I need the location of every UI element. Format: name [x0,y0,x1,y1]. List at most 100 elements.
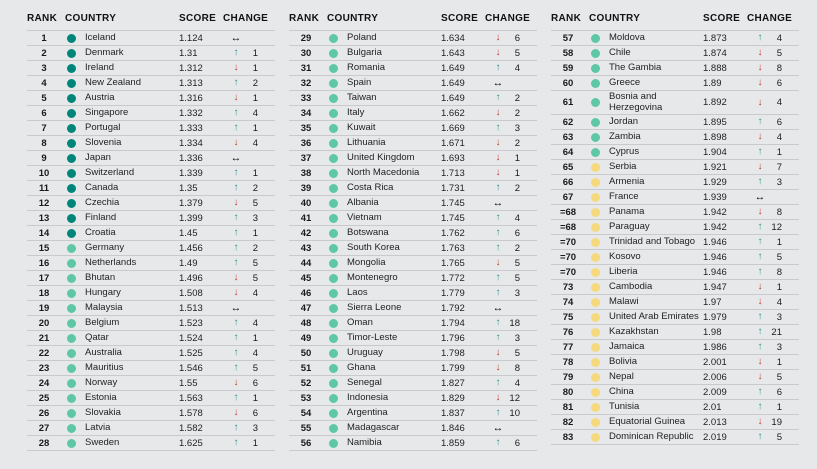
country-dot [323,93,343,103]
table-row: 32 Spain 1.649 ↔ [289,76,537,91]
rank-cell: 74 [562,296,574,308]
change-up-arrow-icon: ↑ [757,401,763,412]
score-cell: 1.669 [441,122,465,134]
rank-cell: 48 [300,317,312,329]
change-down-arrow-icon: ↓ [495,32,501,43]
change-cell: ↑ 3 [485,288,537,299]
country-name: Armenia [609,175,645,187]
change-cell: ↑ 1 [223,438,275,449]
score-cell: 1.779 [441,287,465,299]
table-row: 11 Canada 1.35 ↑ 2 [27,181,275,196]
table-row: 25 Estonia 1.563 ↑ 1 [27,391,275,406]
peace-tier-dot-icon [328,78,338,88]
change-cell: ↓ 4 [747,297,799,308]
country-name: Indonesia [347,391,389,403]
change-value: 5 [514,272,520,284]
peace-tier-dot-icon [328,48,338,58]
change-cell: ↓ 5 [223,198,275,209]
country-header: COUNTRY [65,13,117,24]
change-up-arrow-icon: ↑ [495,92,501,103]
score-cell: 1.55 [179,377,198,389]
change-cell: ↑ 4 [223,348,275,359]
rank-cell: 2 [41,47,47,59]
country-dot [323,258,343,268]
rank-cell: 36 [300,137,312,149]
score-header: SCORE [179,13,217,24]
country-name: Lithuania [347,136,386,148]
change-up-arrow-icon: ↑ [495,287,501,298]
country-name: Belgium [85,316,120,328]
country-name: Vietnam [347,211,382,223]
rank-cell: 14 [38,227,50,239]
score-cell: 1.336 [179,152,203,164]
score-cell: 1.332 [179,107,203,119]
score-cell: 1.796 [441,332,465,344]
country-name: Bulgaria [347,46,382,58]
change-value: 1 [776,281,782,293]
table-row: 62 Jordan 1.895 ↑ 6 [551,115,799,130]
rank-cell: 17 [38,272,50,284]
change-cell: ↑ 2 [223,183,275,194]
rank-cell: 40 [300,197,312,209]
rank-cell: 82 [562,416,574,428]
table-row: 1 Iceland 1.124 ↔ [27,31,275,46]
rank-cell: 58 [562,47,574,59]
table-row: 8 Slovenia 1.334 ↓ 4 [27,136,275,151]
change-up-arrow-icon: ↑ [757,176,763,187]
peace-tier-dot-icon [328,258,338,268]
change-value: 6 [252,407,258,419]
peace-tier-dot-icon [328,168,338,178]
table-row: 12 Czechia 1.379 ↓ 5 [27,196,275,211]
change-down-arrow-icon: ↓ [495,362,501,373]
score-cell: 1.671 [441,137,465,149]
rank-cell: 76 [562,326,574,338]
change-value: 5 [776,431,782,443]
rank-cell: 49 [300,332,312,344]
peace-tier-dot-icon [590,63,600,73]
change-value: 4 [776,131,782,143]
country-name: Senegal [347,376,382,388]
change-up-arrow-icon: ↑ [233,227,239,238]
table-row: 13 Finland 1.399 ↑ 3 [27,211,275,226]
change-down-arrow-icon: ↓ [495,392,501,403]
table-row: 21 Qatar 1.524 ↑ 1 [27,331,275,346]
country-name: Laos [347,286,368,298]
change-value: 6 [514,437,520,449]
peace-tier-dot-icon [328,318,338,328]
peace-tier-dot-icon [66,183,76,193]
change-value: 4 [252,317,258,329]
rank-cell: 21 [38,332,50,344]
change-cell: ↑ 1 [747,237,799,248]
country-dot [323,273,343,283]
country-name: Slovenia [85,136,122,148]
country-name: Paraguay [609,220,650,232]
country-dot [323,108,343,118]
change-cell: ↑ 5 [223,258,275,269]
rank-cell: 25 [38,392,50,404]
country-name: Tunisia [609,400,640,412]
peace-tier-dot-icon [590,327,600,337]
rank-cell: 77 [562,341,574,353]
peace-tier-dot-icon [590,98,600,107]
table-row: 19 Malaysia 1.513 ↔ [27,301,275,316]
table-rows: 57 Moldova 1.873 ↑ 4 58 Chile 1.874 ↓ 5 59 The Gamb… [551,31,799,445]
peace-tier-dot-icon [590,78,600,88]
change-value: 4 [514,377,520,389]
country-dot [323,318,343,328]
rank-cell: 62 [562,116,574,128]
peace-tier-dot-icon [66,243,76,253]
change-value: 4 [776,32,782,44]
score-cell: 1.582 [179,422,203,434]
table-row: 51 Ghana 1.799 ↓ 8 [289,361,537,376]
change-down-arrow-icon: ↓ [495,347,501,358]
score-cell: 1.124 [179,32,203,44]
rank-cell: 9 [41,152,47,164]
change-cell: ↑ 3 [485,123,537,134]
change-up-arrow-icon: ↑ [495,242,501,253]
country-name: The Gambia [609,61,662,73]
table-row: 82 Equatorial Guinea 2.013 ↓ 19 [551,415,799,430]
score-cell: 2.001 [703,356,727,368]
change-cell: ↔ [485,198,537,209]
score-cell: 1.873 [703,32,727,44]
peace-tier-dot-icon [328,393,338,403]
